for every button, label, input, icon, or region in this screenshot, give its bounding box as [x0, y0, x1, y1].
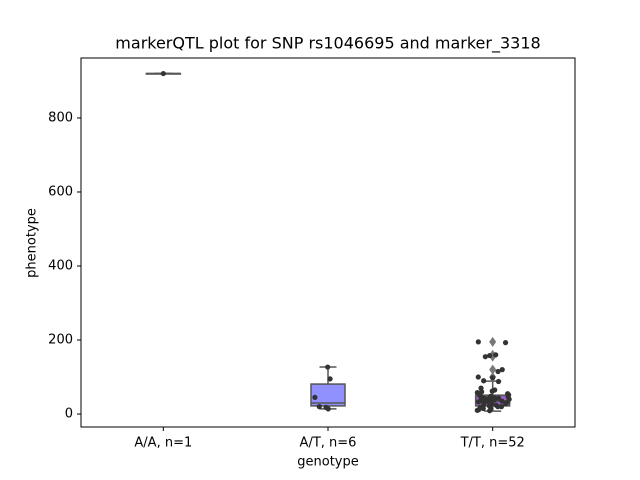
- outlier: [489, 364, 497, 375]
- y-axis-label: phenotype: [25, 208, 40, 278]
- y-tick-label: 0: [65, 407, 73, 422]
- data-point: [503, 401, 509, 407]
- data-point: [495, 378, 502, 385]
- data-point: [474, 407, 480, 413]
- plot-frame: [80, 57, 576, 428]
- data-point: [475, 399, 481, 405]
- data-point: [495, 404, 501, 410]
- data-point: [487, 352, 493, 359]
- data-point: [490, 375, 496, 381]
- data-point: [160, 70, 166, 77]
- y-tick-label: 600: [48, 184, 73, 199]
- data-point: [495, 395, 502, 401]
- y-tick-label: 400: [48, 259, 73, 274]
- x-tick-label: A/T, n=6: [300, 436, 357, 451]
- data-point: [480, 405, 486, 412]
- data-point: [489, 388, 495, 394]
- data-point: [491, 397, 497, 403]
- data-point: [499, 367, 505, 373]
- data-point: [482, 354, 488, 360]
- data-point: [502, 340, 509, 346]
- data-point: [493, 352, 499, 358]
- chart-title: markerQTL plot for SNP rs1046695 and mar…: [115, 34, 540, 54]
- data-point: [475, 339, 481, 345]
- data-point: [327, 376, 333, 382]
- data-point: [316, 404, 322, 410]
- data-point: [325, 364, 331, 370]
- data-point: [312, 394, 318, 400]
- data-point: [487, 408, 493, 414]
- x-tick-label: A/A, n=1: [134, 436, 192, 451]
- data-point: [498, 404, 505, 410]
- data-point: [495, 368, 501, 375]
- y-tick-label: 800: [48, 110, 73, 125]
- outlier: [489, 336, 497, 347]
- data-point: [499, 398, 505, 404]
- x-axis-label: genotype: [297, 455, 358, 470]
- data-point: [475, 374, 481, 380]
- y-tick-label: 200: [48, 333, 73, 348]
- x-tick-label: T/T, n=52: [460, 436, 525, 451]
- data-point: [481, 378, 487, 384]
- data-point: [325, 406, 331, 412]
